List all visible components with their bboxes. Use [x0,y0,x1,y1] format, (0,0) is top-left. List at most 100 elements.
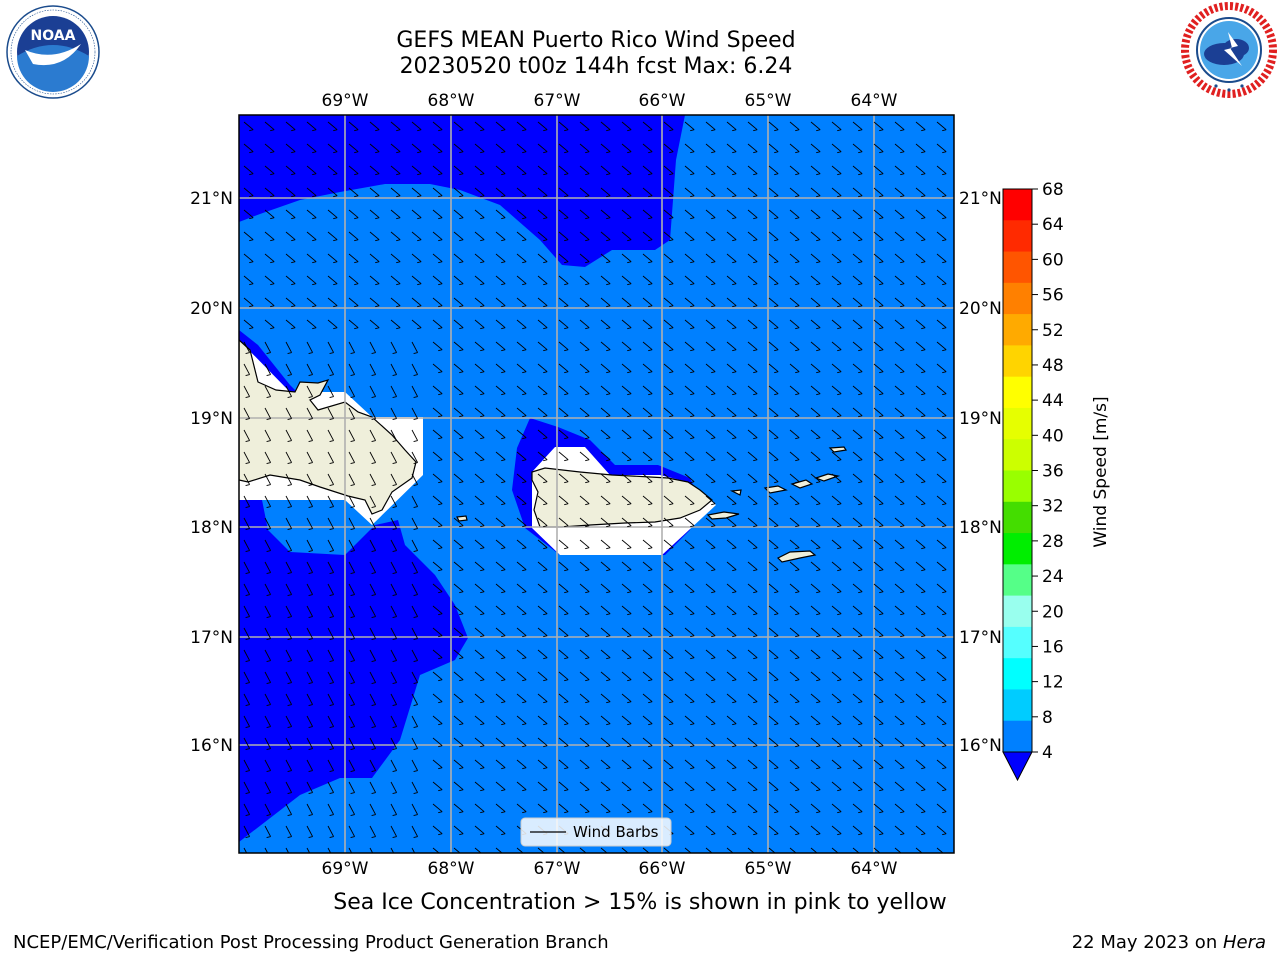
wind-barbs-layer [243,121,947,853]
wind-barb [600,253,611,264]
colorbar-segment [1003,345,1032,378]
wind-barb [789,693,800,704]
wind-barb [915,561,926,572]
wind-barb [915,737,926,748]
wind-barb [390,759,397,773]
wind-barb [558,363,569,374]
wind-barb [264,583,271,597]
wind-barb [621,187,632,198]
wind-barb [600,275,611,286]
wind-barb [579,561,590,572]
wind-barb [537,121,548,132]
colorbar-tick-label: 64 [1042,215,1064,235]
wind-barb [474,803,485,814]
wind-barb [810,517,821,528]
wind-barb [453,605,464,616]
wind-barb [495,231,506,242]
wind-barb [369,341,376,355]
wind-barb [726,319,737,330]
wind-barb [768,825,779,836]
wind-barb [852,451,863,462]
wind-barb [264,803,271,817]
wind-barb [789,341,800,352]
wind-barb [936,473,947,484]
wind-barb [390,781,397,795]
wind-barb [474,781,485,792]
wind-barb [327,297,338,308]
wind-barb [516,231,527,242]
wind-barb [558,693,569,704]
wind-barb [726,517,737,528]
wind-barb [600,561,611,572]
wind-barb [600,693,611,704]
wind-barb [789,385,800,396]
wind-barb [474,363,485,374]
wind-barb [705,451,716,462]
wind-barb [495,517,506,528]
colorbar-segment [1003,595,1032,628]
wind-barb [726,275,737,286]
wind-barb [936,429,947,440]
wind-barb [873,165,884,176]
land-st-croix [776,550,817,563]
wind-barb [369,715,376,729]
wind-barb [495,187,506,198]
wind-barb [810,737,821,748]
wind-barb [348,605,355,619]
wind-barb [747,209,758,220]
wind-barb [705,627,716,638]
colorbar-tick-label: 56 [1042,286,1064,306]
wind-barb [327,759,334,773]
wind-barb [453,143,464,154]
wind-barb [894,781,905,792]
wind-barb [558,495,569,506]
wind-barb [936,385,947,396]
wind-barb [726,781,737,792]
wind-barb [537,737,548,748]
wind-barb [936,187,947,198]
wind-barb [243,165,254,176]
wind-barb [894,473,905,484]
wind-barb [621,143,632,154]
wind-barb [642,781,653,792]
wind-barb [852,121,863,132]
wind-barb [642,319,653,330]
wind-barb [390,627,397,641]
wind-barb [579,407,590,418]
wind-barb [621,517,632,528]
wind-barb [915,319,926,330]
wind-barb [642,693,653,704]
wind-barb [285,847,290,853]
wind-barb [600,231,611,242]
wind-barb [831,187,842,198]
wind-barb [789,781,800,792]
wind-barb [810,165,821,176]
wind-barb [768,297,779,308]
wind-barb [432,517,443,528]
wind-barb [474,407,485,418]
wind-barb [789,451,800,462]
lat-label-right: 21°N [959,189,1002,209]
wind-barb [768,847,776,853]
wind-barb [369,319,380,330]
wind-barb [873,803,884,814]
wind-barb [726,143,737,154]
wind-barb [285,715,292,729]
wind-barb [873,715,884,726]
wind-barb [474,495,485,506]
wind-barb [369,649,376,663]
lat-label-left: 16°N [190,736,233,756]
wind-barb [789,847,797,853]
wind-barb [390,495,397,509]
wind-barb [705,671,716,682]
wind-barb [684,561,695,572]
wind-barb [768,671,779,682]
wind-barb [432,847,440,853]
wind-barb [789,165,800,176]
wind-barb [411,605,418,619]
wind-barb [642,429,653,440]
wind-barb [516,539,527,550]
lon-label-top: 66°W [639,91,686,111]
map-area [239,115,954,853]
wind-barb [642,539,653,550]
